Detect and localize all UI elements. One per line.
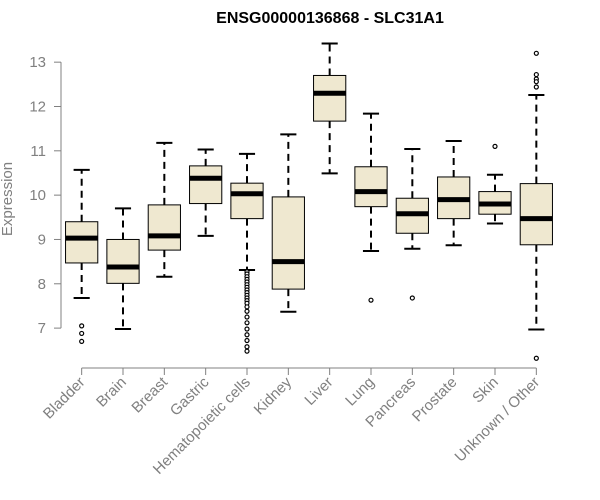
box-iqr [354, 166, 388, 208]
box-skin [478, 143, 512, 225]
box-iqr [106, 238, 140, 284]
x-tick-label: Kidney [251, 373, 296, 418]
y-tick-label: 8 [38, 276, 46, 293]
chart-title: ENSG00000136868 - SLC31A1 [216, 10, 444, 27]
outlier-point [533, 50, 539, 56]
y-tick-label: 12 [29, 98, 46, 115]
box-iqr [313, 74, 347, 122]
box-series [65, 42, 553, 361]
outlier-point [244, 326, 250, 332]
outlier-point [244, 314, 250, 320]
x-tick-label: Skin [469, 374, 502, 407]
y-axis: 7 8 9 10 11 12 13 [29, 54, 62, 337]
x-tick-label: Breast [128, 373, 171, 416]
box-kidney [271, 133, 305, 313]
outlier-point [368, 297, 374, 303]
outlier-point [244, 344, 250, 350]
outlier-point [244, 348, 250, 354]
outlier-point [533, 79, 539, 85]
box-iqr [189, 165, 223, 205]
y-tick-label: 11 [30, 143, 46, 160]
outlier-point [244, 308, 250, 314]
outlier-point [492, 143, 498, 149]
box-breast [147, 141, 181, 278]
box-lung [354, 112, 388, 303]
box-iqr [271, 196, 305, 290]
outlier-point [79, 338, 85, 345]
x-tick-label: Prostate [409, 374, 461, 426]
box-unknown-other [519, 50, 553, 361]
box-iqr [519, 183, 553, 246]
outlier-point [244, 332, 250, 338]
box-gastric [189, 148, 223, 237]
outlier-point [79, 323, 85, 329]
box-pancreas [395, 148, 429, 301]
box-hematopoietic-cells [230, 152, 264, 354]
y-tick-label: 7 [38, 320, 46, 337]
box-iqr [230, 182, 264, 220]
outlier-point [244, 304, 250, 310]
x-tick-label: Bladder [40, 374, 89, 423]
y-tick-label: 10 [29, 187, 46, 204]
x-tick-label: Brain [93, 374, 130, 411]
box-brain [106, 207, 140, 330]
box-bladder [65, 168, 99, 345]
y-axis-label: Expression [0, 162, 16, 236]
outlier-point [244, 320, 250, 326]
outlier-point [533, 71, 539, 78]
y-tick-label: 9 [38, 231, 46, 248]
outlier-point [533, 355, 539, 361]
y-tick-label: 13 [29, 54, 46, 71]
outlier-point [533, 84, 539, 90]
outlier-point [409, 295, 415, 301]
x-tick-label: Liver [301, 374, 336, 409]
box-liver [313, 42, 347, 175]
outlier-point [244, 337, 250, 344]
outlier-point [79, 330, 85, 337]
box-iqr [147, 204, 181, 251]
x-tick-label: Lung [342, 374, 378, 410]
box-iqr [65, 221, 99, 264]
box-prostate [437, 140, 471, 247]
